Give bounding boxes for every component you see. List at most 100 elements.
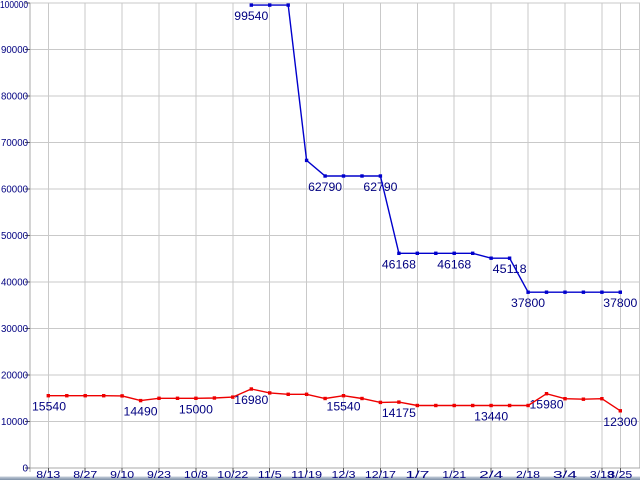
data-point-marker [618,409,622,413]
data-point-label: 15980 [530,398,564,412]
data-point-marker [563,397,567,401]
data-point-marker [138,398,143,403]
x-axis-tick-label: 10/8 [184,470,209,480]
x-axis-tick-label: 8/13 [36,470,61,480]
y-axis-tick-label: 30000 [1,324,28,335]
x-axis-tick-label: 11/5 [258,470,283,480]
x-axis-tick-label: 12/3 [332,470,357,480]
data-point-marker [194,396,198,400]
data-point-label: 62790 [363,180,397,194]
data-point-label: 62790 [308,180,342,194]
data-point-label: 15000 [179,402,213,416]
data-point-marker [434,251,438,255]
x-axis-tick-label: 12/17 [365,470,397,480]
y-axis-tick-label: 40000 [1,278,28,289]
data-point-marker [212,396,217,400]
data-point-marker [268,3,272,7]
data-point-marker [544,392,549,396]
y-axis-tick-label: 0 [22,464,28,475]
data-point-marker [360,396,364,401]
data-point-marker [600,397,604,401]
data-point-marker [415,403,419,408]
data-point-marker [360,174,364,178]
data-point-marker [46,394,50,398]
data-point-marker [378,400,383,405]
data-point-label: 46168 [437,257,471,271]
data-point-marker [397,251,401,255]
x-axis-tick-label: 2/4 [479,470,504,480]
x-axis-tick-label: 3/4 [553,470,578,480]
data-point-label: 16980 [234,393,268,407]
x-axis-tick-label: 9/23 [147,470,172,480]
data-point-marker [563,290,567,294]
data-point-marker [157,396,161,400]
series-line-lower-price-line [48,388,621,412]
x-axis-tick-label: 1/7 [405,470,430,480]
y-axis-tick-label: 20000 [1,371,28,382]
data-point-marker [102,394,106,398]
data-point-label: 99540 [234,9,268,23]
data-point-marker [471,403,475,408]
data-point-marker [618,290,622,294]
data-point-marker [341,174,346,178]
data-point-marker [323,174,327,178]
y-axis-tick-label: 70000 [1,138,28,149]
data-point-marker [434,403,438,408]
data-point-marker [378,174,383,178]
data-point-marker [526,403,530,408]
data-point-marker [304,392,309,396]
data-point-marker [471,251,475,255]
window-bottom-edge [0,476,640,480]
y-axis-tick-label: 50000 [1,231,28,242]
data-point-marker [175,396,180,400]
data-point-marker [249,3,253,7]
data-point-marker [249,387,253,391]
y-axis-tick-label: 100000 [0,0,28,11]
x-axis-tick-label: 8/27 [73,470,98,480]
data-point-marker [507,256,512,260]
data-point-marker [526,290,530,294]
data-point-marker [489,256,493,260]
y-axis-tick-label: 10000 [1,417,28,428]
data-point-marker [65,394,69,398]
data-point-marker [83,394,87,398]
data-point-marker [341,394,346,398]
data-point-marker [304,158,309,163]
data-point-marker [489,403,493,408]
y-axis-tick-label: 80000 [1,92,28,103]
data-point-marker [544,290,549,294]
x-axis-tick-label: 3/18 [590,470,615,480]
data-point-label: 37800 [603,296,637,310]
x-axis-tick-label: 9/10 [110,470,135,480]
data-point-label: 13440 [474,410,508,424]
data-point-marker [397,400,401,404]
data-point-label: 12300 [603,415,637,429]
data-point-marker [581,397,586,401]
y-axis-tick-label: 90000 [1,45,28,56]
data-point-label: 37800 [511,296,545,310]
data-point-label: 45118 [493,262,527,276]
x-axis-tick-label: 1/21 [442,470,467,480]
x-axis-tick-label: 10/22 [217,470,249,480]
data-point-marker [120,394,124,398]
data-point-marker [452,251,456,255]
data-point-marker [268,391,272,395]
data-point-marker [507,403,512,408]
data-point-marker [600,290,604,294]
x-axis-tick-label: 11/19 [291,470,323,480]
data-point-marker [415,251,419,255]
data-point-marker [581,290,586,294]
x-axis-tick-label: 2/18 [516,470,541,480]
data-point-label: 15540 [32,400,66,414]
data-point-marker [286,392,290,396]
data-point-label: 46168 [382,257,416,271]
data-point-label: 14175 [382,406,416,420]
data-point-marker [231,395,235,399]
data-point-marker [323,396,327,401]
y-axis-tick-label: 60000 [1,185,28,196]
data-point-marker [452,403,456,408]
x-axis-tick-label: 3/25 [608,470,633,480]
